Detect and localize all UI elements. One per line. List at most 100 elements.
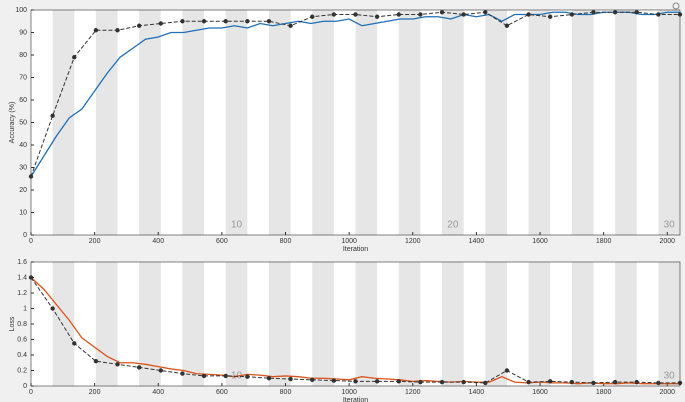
x-tick-label: 1200 xyxy=(405,238,421,245)
epoch-band xyxy=(225,262,248,386)
y-tick-label: 60 xyxy=(19,97,27,104)
icon[interactable] xyxy=(672,2,680,10)
validation-point xyxy=(439,379,445,385)
x-tick-label: 400 xyxy=(152,238,164,245)
toolbar-icon[interactable] xyxy=(672,2,680,10)
epoch-band xyxy=(312,10,334,235)
y-tick-label: 50 xyxy=(19,119,27,126)
x-tick-label: 1800 xyxy=(596,389,612,396)
validation-point xyxy=(634,379,639,385)
validation-point xyxy=(439,10,445,15)
y-tick-label: 20 xyxy=(19,187,27,194)
validation-point xyxy=(28,174,34,179)
validation-point xyxy=(331,12,337,17)
validation-point xyxy=(461,379,466,385)
epoch-band xyxy=(312,262,334,386)
validation-point xyxy=(28,275,34,280)
y-axis-label: Accuracy (%) xyxy=(9,102,16,144)
validation-point xyxy=(677,380,683,386)
validation-point xyxy=(136,23,142,28)
x-axis-label: Iteration xyxy=(343,397,368,402)
epoch-band xyxy=(442,262,464,386)
epoch-band xyxy=(225,10,248,235)
validation-point xyxy=(656,12,661,17)
epoch-label: 20 xyxy=(447,220,459,231)
epoch-band xyxy=(182,10,205,235)
epoch-band xyxy=(615,262,637,386)
validation-point xyxy=(569,379,575,385)
epoch-label: 30 xyxy=(664,371,676,382)
validation-point xyxy=(245,19,250,24)
validation-point xyxy=(526,12,531,17)
validation-point xyxy=(418,12,423,17)
validation-point xyxy=(93,28,99,33)
x-tick-label: 600 xyxy=(216,389,228,396)
axes-frame xyxy=(30,9,681,236)
epoch-band xyxy=(52,262,75,386)
epoch-label: 10 xyxy=(231,220,243,231)
validation-point xyxy=(288,23,293,28)
x-tick-label: 2000 xyxy=(659,238,675,245)
y-tick-label: 0.2 xyxy=(17,367,27,374)
x-tick-label: 0 xyxy=(29,389,33,396)
validation-point xyxy=(136,365,142,370)
validation-point xyxy=(223,19,228,24)
validation-point xyxy=(180,371,185,376)
epoch-band xyxy=(442,10,464,235)
validation-point xyxy=(93,359,99,364)
x-tick-label: 600 xyxy=(216,238,228,245)
epoch-band xyxy=(398,10,421,235)
x-tick-label: 800 xyxy=(280,238,292,245)
y-tick-label: 0 xyxy=(23,383,27,390)
y-axis-label: Loss xyxy=(9,316,16,331)
epoch-band xyxy=(268,262,291,386)
validation-point xyxy=(374,379,380,384)
epoch-band xyxy=(658,262,680,386)
x-tick-label: 1600 xyxy=(532,238,548,245)
epoch-band xyxy=(485,262,507,386)
validation-point xyxy=(223,373,228,379)
validation-point xyxy=(50,113,55,118)
epoch-label: 30 xyxy=(664,220,676,231)
validation-point xyxy=(201,373,207,379)
epoch-band xyxy=(571,10,594,235)
x-axis-label: Iteration xyxy=(343,246,368,253)
validation-point xyxy=(353,379,358,384)
y-tick-label: 30 xyxy=(19,164,27,171)
y-tick-label: 0 xyxy=(23,232,27,239)
validation-point xyxy=(504,23,510,28)
validation-point xyxy=(288,376,293,382)
x-tick-label: 1200 xyxy=(405,389,421,396)
epoch-band xyxy=(139,262,161,386)
validation-point xyxy=(612,10,618,15)
x-tick-label: 1400 xyxy=(469,238,485,245)
validation-point xyxy=(634,10,639,15)
epoch-band xyxy=(485,10,507,235)
y-tick-label: 70 xyxy=(19,74,27,81)
y-tick-label: 80 xyxy=(19,52,27,59)
epoch-band xyxy=(528,262,551,386)
y-tick-label: 1.6 xyxy=(17,259,27,266)
epoch-band xyxy=(571,262,594,386)
epoch-band xyxy=(95,10,118,235)
validation-point xyxy=(180,19,185,24)
epoch-band xyxy=(355,10,378,235)
x-tick-label: 200 xyxy=(89,389,101,396)
validation-point xyxy=(115,362,120,367)
validation-point xyxy=(266,376,272,381)
x-tick-label: 2000 xyxy=(659,389,675,396)
epoch-band xyxy=(615,10,637,235)
validation-point xyxy=(591,380,596,386)
epoch-band xyxy=(182,262,205,386)
validation-point xyxy=(72,341,77,346)
epoch-band xyxy=(95,262,118,386)
validation-point xyxy=(310,377,315,382)
validation-point xyxy=(374,14,380,19)
epoch-band xyxy=(355,262,378,386)
validation-point xyxy=(72,55,77,60)
x-tick-label: 0 xyxy=(29,238,33,245)
x-tick-label: 1400 xyxy=(469,389,485,396)
y-tick-label: 0.8 xyxy=(17,321,27,328)
epoch-band xyxy=(658,10,680,235)
